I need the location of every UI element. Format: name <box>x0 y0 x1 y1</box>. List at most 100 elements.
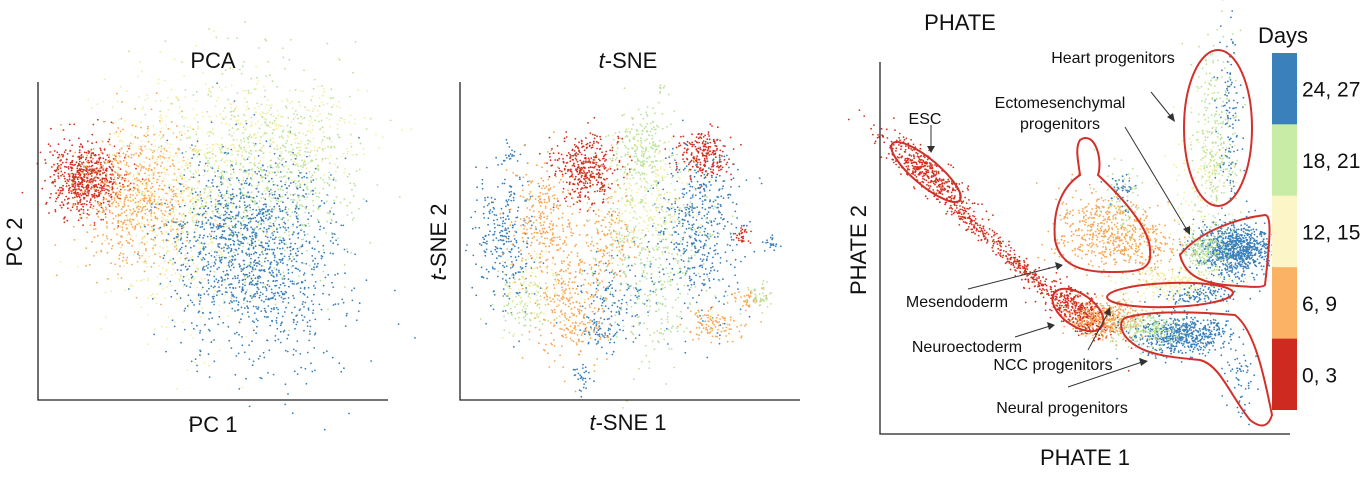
scatter-point <box>299 291 302 293</box>
scatter-point <box>265 205 267 208</box>
scatter-point <box>230 84 233 87</box>
scatter-point <box>207 279 210 282</box>
scatter-point <box>184 202 187 204</box>
scatter-point <box>237 352 240 355</box>
scatter-point <box>146 132 148 135</box>
scatter-point <box>97 163 99 166</box>
scatter-point <box>162 247 165 250</box>
scatter-point <box>110 174 113 177</box>
scatter-point <box>217 323 220 326</box>
scatter-point <box>254 277 257 280</box>
scatter-point <box>172 257 175 260</box>
scatter-point <box>208 151 211 154</box>
scatter-point <box>285 291 288 294</box>
scatter-point <box>201 213 204 216</box>
scatter-point <box>370 360 372 362</box>
scatter-point <box>328 318 331 321</box>
scatter-point <box>178 223 181 226</box>
scatter-point <box>237 303 240 306</box>
scatter-point <box>110 247 113 250</box>
scatter-point <box>118 132 120 135</box>
scatter-point <box>267 316 269 318</box>
scatter-point <box>71 190 74 193</box>
scatter-point <box>175 136 178 139</box>
scatter-point <box>181 176 184 179</box>
scatter-point <box>79 173 82 176</box>
scatter-point <box>230 153 233 156</box>
scatter-point <box>349 182 352 185</box>
scatter-point <box>155 160 158 163</box>
scatter-point <box>137 165 140 168</box>
scatter-point <box>164 273 166 276</box>
scatter-point <box>174 321 177 323</box>
scatter-point <box>123 179 126 182</box>
scatter-point <box>562 161 565 164</box>
scatter-point <box>694 140 697 142</box>
scatter-point <box>287 259 290 262</box>
scatter-point <box>237 115 240 117</box>
scatter-point <box>194 169 197 172</box>
scatter-point <box>117 196 120 199</box>
scatter-point <box>164 260 167 262</box>
scatter-point <box>312 179 315 182</box>
scatter-point <box>169 225 172 228</box>
scatter-point <box>290 121 293 123</box>
scatter-point <box>206 147 208 150</box>
scatter-point <box>140 148 142 150</box>
scatter-point <box>297 268 299 271</box>
scatter-point <box>116 172 119 175</box>
scatter-point <box>254 295 256 298</box>
scatter-point <box>693 156 695 158</box>
scatter-point <box>165 224 168 227</box>
scatter-point <box>330 146 332 149</box>
scatter-point <box>239 188 242 191</box>
scatter-point <box>57 189 60 192</box>
scatter-point <box>308 264 311 267</box>
scatter-point <box>86 154 89 157</box>
scatter-point <box>264 198 267 201</box>
scatter-point <box>282 282 284 284</box>
scatter-point <box>275 322 278 324</box>
scatter-point <box>595 140 598 143</box>
scatter-point <box>74 181 77 184</box>
scatter-point <box>183 218 186 221</box>
scatter-point <box>257 206 260 208</box>
scatter-point <box>182 263 185 266</box>
scatter-point <box>129 196 132 199</box>
scatter-point <box>314 105 317 107</box>
scatter-point <box>273 259 276 262</box>
scatter-point <box>159 131 162 133</box>
scatter-point <box>193 245 195 247</box>
scatter-point <box>167 205 170 208</box>
scatter-point <box>322 103 325 106</box>
scatter-point <box>272 197 275 200</box>
scatter-point <box>213 251 216 253</box>
scatter-point <box>261 213 264 216</box>
scatter-point <box>303 175 306 178</box>
scatter-point <box>362 147 365 150</box>
scatter-point <box>252 208 255 211</box>
scatter-point <box>53 173 55 176</box>
scatter-point <box>159 245 162 248</box>
scatter-point <box>246 205 249 208</box>
scatter-point <box>190 273 193 276</box>
scatter-point <box>163 177 165 180</box>
scatter-point <box>241 251 244 254</box>
scatter-point <box>548 136 551 139</box>
scatter-point <box>242 283 244 285</box>
scatter-point <box>323 202 326 205</box>
scatter-point <box>210 204 213 207</box>
scatter-point <box>165 240 168 243</box>
scatter-point <box>304 150 306 153</box>
scatter-point <box>273 256 276 259</box>
scatter-point <box>263 169 265 171</box>
scatter-point <box>710 153 713 156</box>
scatter-point <box>178 130 181 133</box>
scatter-point <box>197 126 200 128</box>
scatter-point <box>228 129 231 132</box>
scatter-point <box>566 154 568 157</box>
scatter-point <box>184 164 187 166</box>
scatter-point <box>62 155 64 158</box>
scatter-point <box>197 255 200 258</box>
scatter-point <box>182 221 185 223</box>
